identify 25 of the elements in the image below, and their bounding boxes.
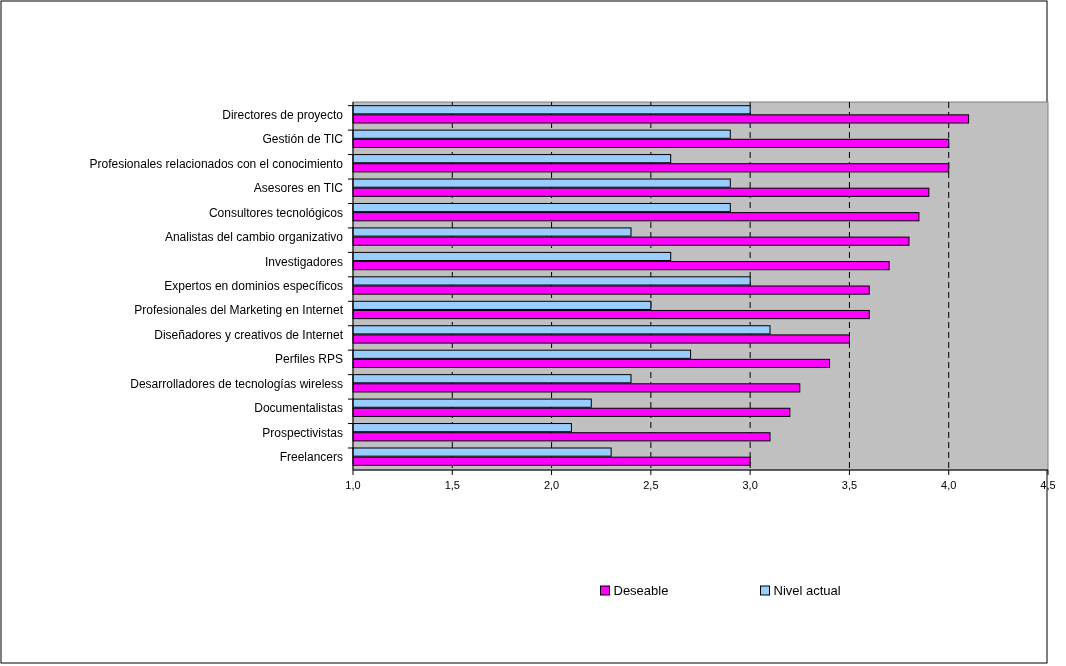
- x-tick-label: 2,0: [543, 479, 560, 491]
- y-tick-label: Prospectivistas: [262, 425, 343, 440]
- y-tick-label: Asesores en TIC: [253, 181, 344, 196]
- x-tick-label: 4,0: [941, 479, 957, 491]
- x-tick-label: 4,5: [1040, 479, 1056, 491]
- y-tick-label: Perfiles RPS: [274, 352, 343, 367]
- x-tick-label: 1,0: [345, 479, 361, 491]
- y-tick-label: Consultores tecnológicos: [208, 205, 343, 220]
- y-tick-label: Gestión de TIC: [262, 132, 344, 147]
- y-tick-label: Diseñadores y creativos de Internet: [154, 327, 344, 342]
- y-tick-label: Documentalistas: [254, 401, 343, 416]
- legend-label: Deseable: [613, 583, 669, 598]
- y-tick-label: Profesionales del Marketing en Internet: [134, 303, 344, 318]
- y-tick-label: Profesionales relacionados con el conocimiento: [89, 156, 344, 171]
- y-tick-label: Freelancers: [279, 450, 343, 465]
- y-tick-label: Desarrolladores de tecnologías wireless: [130, 376, 343, 391]
- x-tick-label: 3,5: [841, 479, 858, 491]
- y-tick-label: Investigadores: [264, 254, 343, 269]
- y-tick-label: Directores de proyecto: [222, 107, 344, 122]
- x-tick-label: 1,5: [444, 479, 460, 491]
- x-tick-label: 2,5: [643, 479, 659, 491]
- y-tick-label: Expertos en dominios específicos: [164, 279, 343, 293]
- legend-label: Nivel actual: [773, 583, 841, 598]
- x-tick-label: 3,0: [742, 479, 758, 491]
- y-tick-label: Analistas del cambio organizativo: [164, 230, 344, 245]
